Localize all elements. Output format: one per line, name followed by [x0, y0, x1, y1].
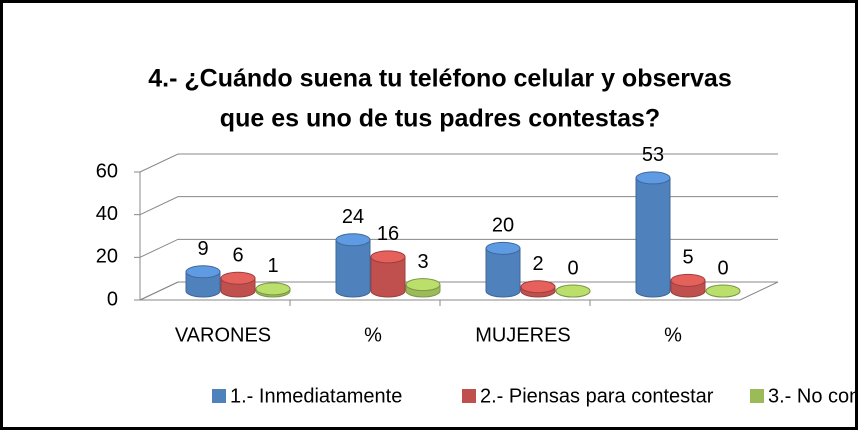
y-tick-label: 20	[96, 246, 118, 268]
data-label: 9	[197, 238, 208, 260]
bar	[185, 271, 221, 298]
bar-top	[555, 284, 591, 298]
x-tick-label: MUJERES	[475, 324, 571, 346]
legend-swatch	[750, 389, 764, 403]
data-label: 0	[567, 257, 578, 279]
bar	[335, 239, 371, 298]
bar-top	[220, 271, 256, 285]
y-tick-label: 0	[107, 288, 118, 310]
legend-label: 3.- No contesta	[768, 385, 858, 407]
data-label: 20	[492, 215, 514, 237]
y-tick-label: 40	[96, 203, 118, 225]
data-label: 6	[232, 244, 243, 266]
grid-line	[139, 281, 778, 301]
x-tick-label: %	[364, 324, 382, 346]
data-label: 0	[717, 257, 728, 279]
legend-label: 1.- Inmediatamente	[230, 385, 402, 407]
bar-top	[485, 241, 521, 255]
data-label: 2	[532, 253, 543, 275]
bar-top	[520, 280, 556, 294]
bar-top	[335, 233, 371, 247]
chart-title: que es uno de tus padres contestas?	[220, 105, 660, 133]
legend-swatch	[462, 389, 476, 403]
legend-swatch	[212, 389, 226, 403]
data-label: 24	[342, 206, 364, 228]
bar-top	[255, 282, 291, 296]
bar	[635, 177, 671, 298]
bar-top	[370, 250, 406, 264]
bar	[485, 247, 521, 298]
bar-top	[405, 278, 441, 292]
grid-line	[139, 153, 778, 173]
bar-top	[670, 273, 706, 287]
data-label: 16	[377, 223, 399, 245]
data-label: 5	[682, 247, 693, 269]
x-tick-label: %	[664, 324, 682, 346]
legend-label: 2.- Piensas para contestar	[480, 385, 714, 407]
data-label: 53	[642, 144, 664, 166]
grid-line	[139, 196, 778, 216]
data-label: 3	[417, 251, 428, 273]
grid-line	[139, 238, 778, 258]
x-tick-label: VARONES	[175, 324, 271, 346]
y-tick-label: 60	[96, 160, 118, 182]
chart-title: 4.- ¿Cuándo suena tu teléfono celular y …	[148, 65, 731, 93]
data-label: 1	[267, 255, 278, 277]
bar-top	[635, 171, 671, 185]
bar-top	[705, 284, 741, 298]
bar-top	[185, 265, 221, 279]
bar	[370, 256, 406, 298]
